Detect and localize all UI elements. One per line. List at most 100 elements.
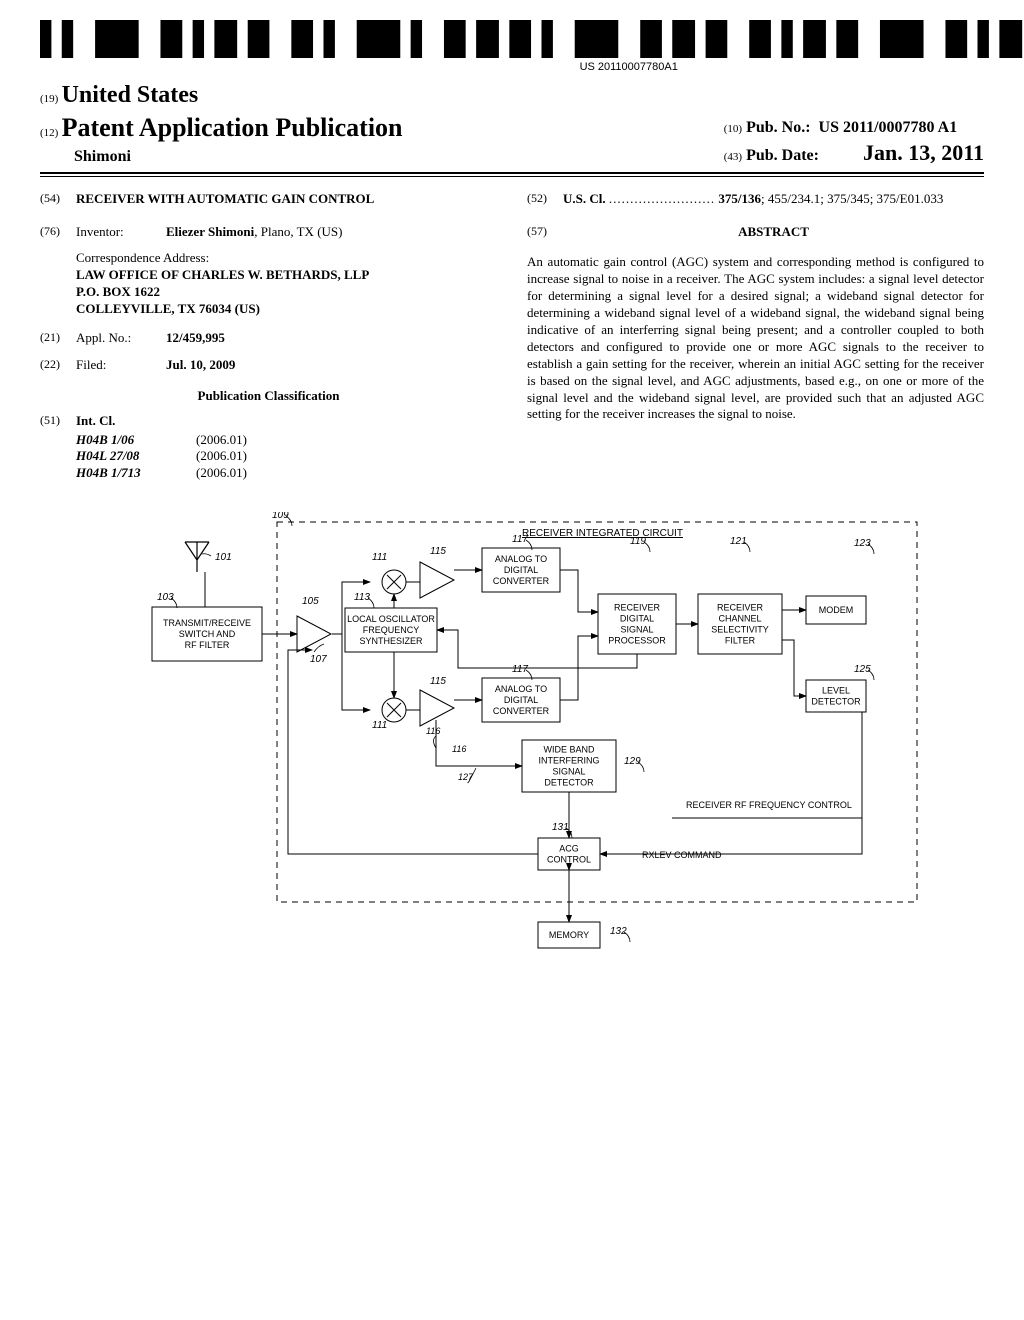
code-22: (22) bbox=[40, 357, 76, 374]
svg-text:FREQUENCY: FREQUENCY bbox=[363, 625, 420, 635]
svg-text:131: 131 bbox=[552, 822, 569, 833]
svg-text:ACG: ACG bbox=[559, 844, 579, 854]
svg-text:DIGITAL: DIGITAL bbox=[504, 565, 538, 575]
code-54: (54) bbox=[40, 191, 76, 208]
svg-text:RXLEV COMMAND: RXLEV COMMAND bbox=[642, 850, 722, 860]
pubclass-heading: Publication Classification bbox=[40, 388, 497, 405]
filed-date: Jul. 10, 2009 bbox=[166, 357, 497, 374]
code-76: (76) bbox=[40, 224, 76, 241]
svg-text:111: 111 bbox=[372, 552, 387, 563]
svg-text:116: 116 bbox=[452, 744, 466, 754]
svg-text:MEMORY: MEMORY bbox=[549, 930, 589, 940]
intcl-code: H04B 1/06 bbox=[76, 432, 196, 449]
svg-text:PROCESSOR: PROCESSOR bbox=[608, 636, 666, 646]
invention-title: RECEIVER WITH AUTOMATIC GAIN CONTROL bbox=[76, 191, 497, 208]
correspondence-line: P.O. BOX 1622 bbox=[76, 284, 497, 301]
barcode-region: ▌▌▐█▌▐▌▌█▐▌▐▌▌▐█▌▌▐▌█▐▌▌▐█▌▐▌█▐▌▐▌▌█▐▌▐█… bbox=[40, 20, 984, 75]
svg-text:SELECTIVITY: SELECTIVITY bbox=[711, 625, 769, 635]
svg-text:117: 117 bbox=[512, 664, 528, 675]
svg-text:117: 117 bbox=[512, 534, 528, 545]
pubdate-label: Pub. Date: bbox=[746, 147, 819, 164]
correspondence-line: COLLEYVILLE, TX 76034 (US) bbox=[76, 301, 497, 318]
svg-text:INTERFERING: INTERFERING bbox=[538, 756, 599, 766]
svg-text:DETECTOR: DETECTOR bbox=[544, 778, 594, 788]
svg-text:LOCAL OSCILLATOR: LOCAL OSCILLATOR bbox=[347, 614, 435, 624]
svg-text:ANALOG TO: ANALOG TO bbox=[495, 554, 547, 564]
pub-type: Patent Application Publication bbox=[62, 113, 403, 142]
author-name: Shimoni bbox=[74, 147, 403, 168]
code-43: (43) bbox=[724, 151, 742, 163]
country: United States bbox=[62, 82, 199, 108]
svg-text:MODEM: MODEM bbox=[819, 605, 854, 615]
svg-text:SYNTHESIZER: SYNTHESIZER bbox=[359, 636, 423, 646]
appl-no: 12/459,995 bbox=[166, 330, 497, 347]
uscl-dots: ......................... bbox=[609, 191, 715, 206]
uscl-main: 375/136 bbox=[718, 191, 761, 206]
svg-text:105: 105 bbox=[302, 596, 319, 607]
inventor-loc: , Plano, TX (US) bbox=[254, 224, 342, 239]
correspondence-line: LAW OFFICE OF CHARLES W. BETHARDS, LLP bbox=[76, 267, 497, 284]
svg-text:RECEIVER: RECEIVER bbox=[717, 603, 764, 613]
inventor-label: Inventor: bbox=[76, 224, 166, 241]
intcl-ver: (2006.01) bbox=[196, 448, 247, 465]
svg-text:CONVERTER: CONVERTER bbox=[493, 576, 550, 586]
barcode-stripes: ▌▌▐█▌▐▌▌█▐▌▐▌▌▐█▌▌▐▌█▐▌▌▐█▌▐▌█▐▌▐▌▌█▐▌▐█… bbox=[40, 20, 1024, 58]
svg-text:DIGITAL: DIGITAL bbox=[504, 695, 538, 705]
svg-text:ANALOG TO: ANALOG TO bbox=[495, 684, 547, 694]
svg-text:RECEIVER: RECEIVER bbox=[614, 603, 661, 613]
svg-text:SWITCH AND: SWITCH AND bbox=[179, 629, 236, 639]
svg-text:CONVERTER: CONVERTER bbox=[493, 706, 550, 716]
svg-text:121: 121 bbox=[730, 536, 747, 547]
svg-text:115: 115 bbox=[430, 676, 446, 687]
svg-text:115: 115 bbox=[430, 546, 446, 557]
svg-text:DIGITAL: DIGITAL bbox=[620, 614, 654, 624]
figure-diagram: RECEIVER INTEGRATED CIRCUIT109101TRANSMI… bbox=[40, 512, 984, 967]
abstract-heading: ABSTRACT bbox=[563, 224, 984, 241]
svg-text:RECEIVER RF FREQUENCY CONTROL: RECEIVER RF FREQUENCY CONTROL bbox=[686, 800, 852, 810]
svg-text:SIGNAL: SIGNAL bbox=[552, 767, 585, 777]
svg-text:132: 132 bbox=[610, 926, 627, 937]
svg-text:DETECTOR: DETECTOR bbox=[811, 697, 861, 707]
appl-label: Appl. No.: bbox=[76, 330, 166, 347]
svg-text:129: 129 bbox=[624, 756, 641, 767]
svg-text:111: 111 bbox=[372, 720, 387, 731]
svg-text:SIGNAL: SIGNAL bbox=[620, 625, 653, 635]
svg-text:RF FILTER: RF FILTER bbox=[185, 640, 230, 650]
header: (19) United States (12) Patent Applicati… bbox=[40, 80, 984, 174]
pubdate: Jan. 13, 2011 bbox=[863, 140, 984, 165]
uscl-rest: ; 455/234.1; 375/345; 375/E01.033 bbox=[761, 191, 943, 206]
svg-text:113: 113 bbox=[354, 592, 370, 603]
pubno-label: Pub. No.: bbox=[746, 119, 810, 136]
uscl-label: U.S. Cl. bbox=[563, 191, 606, 206]
svg-text:CONTROL: CONTROL bbox=[547, 855, 591, 865]
inventor-name: Eliezer Shimoni bbox=[166, 224, 254, 239]
svg-text:RECEIVER INTEGRATED CIRCUIT: RECEIVER INTEGRATED CIRCUIT bbox=[522, 528, 683, 539]
barcode-number: US 20110007780A1 bbox=[40, 60, 1024, 74]
code-51: (51) bbox=[40, 413, 76, 430]
svg-text:FILTER: FILTER bbox=[725, 636, 756, 646]
intcl-label: Int. Cl. bbox=[76, 413, 115, 428]
code-12: (12) bbox=[40, 127, 58, 139]
filed-label: Filed: bbox=[76, 357, 166, 374]
intcl-code: H04L 27/08 bbox=[76, 448, 196, 465]
svg-text:107: 107 bbox=[310, 654, 327, 665]
svg-text:125: 125 bbox=[854, 664, 871, 675]
correspondence-label: Correspondence Address: bbox=[76, 250, 497, 267]
svg-text:TRANSMIT/RECEIVE: TRANSMIT/RECEIVE bbox=[163, 618, 251, 628]
intcl-ver: (2006.01) bbox=[196, 465, 247, 482]
abstract-text: An automatic gain control (AGC) system a… bbox=[527, 254, 984, 423]
code-21: (21) bbox=[40, 330, 76, 347]
svg-text:LEVEL: LEVEL bbox=[822, 686, 850, 696]
code-10: (10) bbox=[724, 123, 742, 135]
svg-text:WIDE BAND: WIDE BAND bbox=[543, 745, 595, 755]
bibliographic-columns: (54) RECEIVER WITH AUTOMATIC GAIN CONTRO… bbox=[40, 191, 984, 483]
svg-text:103: 103 bbox=[157, 592, 174, 603]
code-57: (57) bbox=[527, 224, 563, 249]
code-19: (19) bbox=[40, 93, 58, 105]
intcl-code: H04B 1/713 bbox=[76, 465, 196, 482]
svg-text:119: 119 bbox=[630, 536, 646, 547]
svg-text:CHANNEL: CHANNEL bbox=[718, 614, 761, 624]
intcl-ver: (2006.01) bbox=[196, 432, 247, 449]
svg-text:116: 116 bbox=[426, 726, 440, 736]
svg-text:101: 101 bbox=[215, 552, 232, 563]
